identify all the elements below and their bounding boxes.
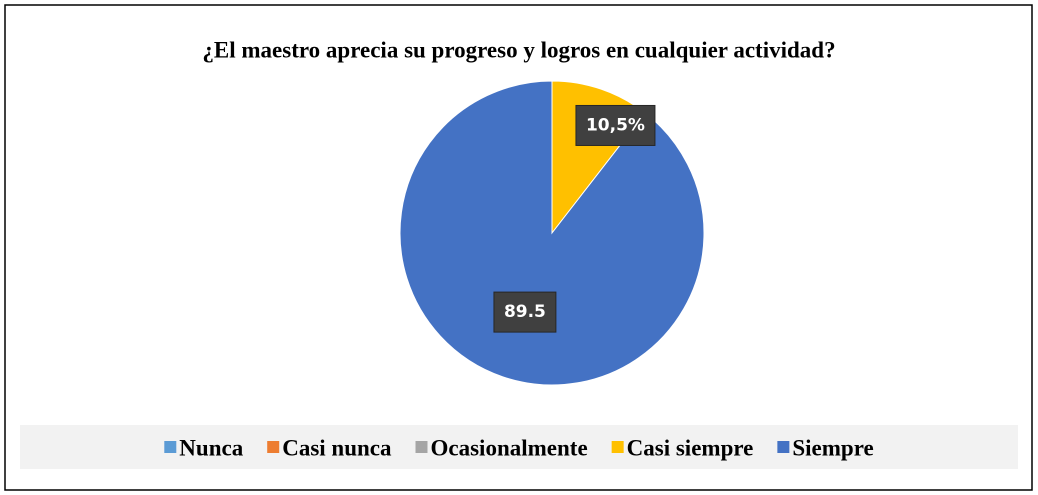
legend-label: Ocasionalmente [431, 436, 588, 461]
legend-label: Nunca [179, 436, 243, 461]
legend-label: Casi nunca [282, 436, 392, 461]
legend-background [20, 425, 1018, 469]
chart-title: ¿El maestro aprecia su progreso y logros… [202, 38, 835, 63]
data-label-box [575, 104, 656, 146]
legend-swatch [611, 441, 624, 453]
data-label: 89.5 [504, 302, 546, 322]
legend-label: Casi siempre [627, 436, 754, 461]
pie-slice [399, 80, 705, 386]
legend-label: Siempre [792, 436, 873, 461]
data-label-box [493, 291, 557, 333]
legend-swatch [415, 441, 428, 453]
legend: Nunca Casi nunca Ocasionalmente Casi siempr… [164, 436, 874, 461]
legend-swatch [267, 441, 280, 453]
data-label: 10,5% [586, 115, 645, 135]
legend-swatch [164, 441, 177, 453]
legend-swatch [777, 441, 790, 453]
